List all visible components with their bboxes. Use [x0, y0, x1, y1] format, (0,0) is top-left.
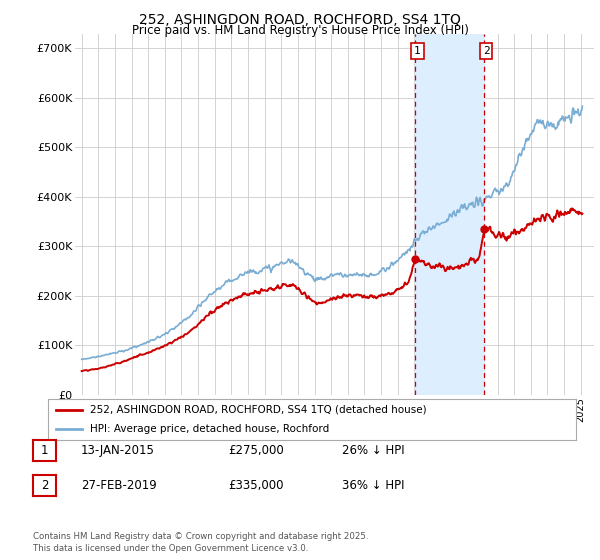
Text: 1: 1 [414, 46, 421, 56]
Text: £275,000: £275,000 [228, 444, 284, 458]
Text: 252, ASHINGDON ROAD, ROCHFORD, SS4 1TQ (detached house): 252, ASHINGDON ROAD, ROCHFORD, SS4 1TQ (… [90, 405, 427, 415]
Text: 2: 2 [483, 46, 490, 56]
Text: 2: 2 [41, 479, 48, 492]
Text: 26% ↓ HPI: 26% ↓ HPI [342, 444, 404, 458]
Text: Contains HM Land Registry data © Crown copyright and database right 2025.
This d: Contains HM Land Registry data © Crown c… [33, 532, 368, 553]
Text: 252, ASHINGDON ROAD, ROCHFORD, SS4 1TQ: 252, ASHINGDON ROAD, ROCHFORD, SS4 1TQ [139, 13, 461, 27]
Text: 1: 1 [41, 444, 48, 458]
Text: 36% ↓ HPI: 36% ↓ HPI [342, 479, 404, 492]
Bar [415, 34, 484, 395]
Text: Price paid vs. HM Land Registry's House Price Index (HPI): Price paid vs. HM Land Registry's House … [131, 24, 469, 36]
Text: HPI: Average price, detached house, Rochford: HPI: Average price, detached house, Roch… [90, 424, 329, 434]
Text: 13-JAN-2015: 13-JAN-2015 [81, 444, 155, 458]
Text: £335,000: £335,000 [228, 479, 284, 492]
Text: 27-FEB-2019: 27-FEB-2019 [81, 479, 157, 492]
